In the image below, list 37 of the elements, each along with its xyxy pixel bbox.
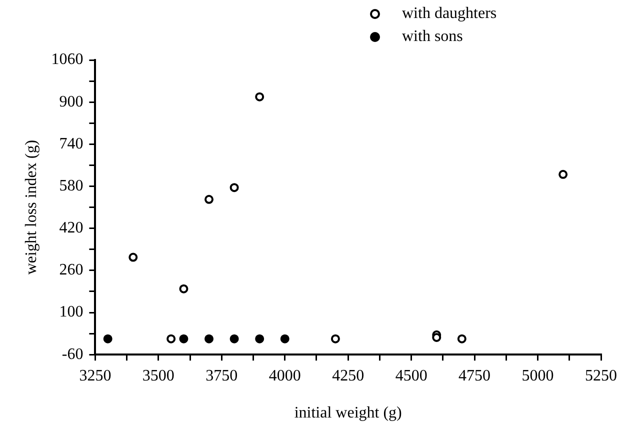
point xyxy=(280,334,290,344)
x-tick-label: 4750 xyxy=(458,367,491,384)
x-tick-label: 3750 xyxy=(206,367,238,384)
y-tick-label: 580 xyxy=(59,177,84,194)
x-tick-label: 4000 xyxy=(268,367,301,384)
point xyxy=(166,334,176,344)
point xyxy=(558,170,568,179)
legend-label: with sons xyxy=(402,28,463,46)
y-tick-label: 420 xyxy=(59,220,84,237)
x-axis-title: initial weight (g) xyxy=(294,404,402,422)
point xyxy=(432,333,442,342)
y-tick-label: 100 xyxy=(59,304,84,321)
x-tick-label: 3500 xyxy=(142,367,174,384)
point xyxy=(255,92,264,102)
x-tick-label: 3250 xyxy=(79,367,112,384)
point xyxy=(230,334,239,344)
legend-label: with daughters xyxy=(402,4,497,22)
point xyxy=(255,334,264,344)
point xyxy=(330,334,340,344)
x-tick-label: 5000 xyxy=(522,367,554,384)
point xyxy=(179,284,188,294)
y-tick-label: 900 xyxy=(59,93,84,110)
y-axis-title: weight loss index (g) xyxy=(22,140,40,275)
x-tick-label: 5250 xyxy=(585,367,617,384)
point xyxy=(128,252,138,262)
point xyxy=(204,334,214,344)
point xyxy=(179,334,188,344)
x-tick-label: 4250 xyxy=(332,367,364,384)
y-tick-label: 260 xyxy=(59,262,84,279)
y-tick-label: -60 xyxy=(62,346,84,363)
x-tick-label: 4500 xyxy=(395,367,428,384)
point xyxy=(204,194,214,204)
y-tick-label: 1060 xyxy=(51,51,84,68)
point xyxy=(230,183,239,192)
y-tick-label: 740 xyxy=(59,135,84,152)
point xyxy=(457,334,466,344)
point xyxy=(103,334,112,344)
